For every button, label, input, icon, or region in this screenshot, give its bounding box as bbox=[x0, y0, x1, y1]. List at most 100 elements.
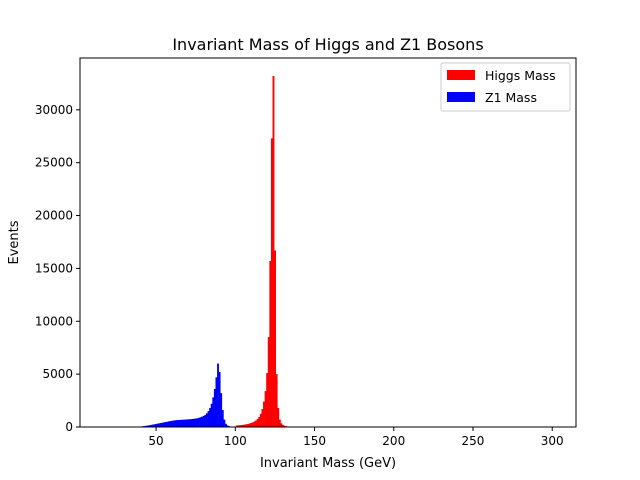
y-tick-label: 5000 bbox=[42, 367, 73, 381]
bar-z1-mass bbox=[217, 363, 219, 427]
bar-higgs-mass bbox=[242, 424, 245, 427]
bar-higgs-mass bbox=[274, 250, 277, 427]
bar-higgs-mass bbox=[278, 419, 281, 427]
x-tick-label: 200 bbox=[382, 434, 405, 448]
bar-z1-mass bbox=[209, 407, 212, 427]
y-tick-label: 20000 bbox=[35, 209, 73, 223]
bar-z1-mass bbox=[193, 418, 196, 427]
bar-z1-mass bbox=[164, 422, 167, 427]
bar-higgs-mass bbox=[236, 425, 238, 427]
bar-higgs-mass bbox=[277, 407, 280, 427]
legend-swatch-higgs bbox=[447, 70, 475, 80]
bar-z1-mass bbox=[177, 420, 180, 427]
bar-z1-mass bbox=[196, 418, 199, 427]
x-tick-label: 300 bbox=[541, 434, 564, 448]
bar-z1-mass bbox=[204, 414, 207, 427]
bar-z1-mass bbox=[167, 421, 170, 427]
bar-higgs-mass bbox=[266, 373, 269, 427]
bar-z1-mass bbox=[171, 420, 174, 427]
legend-swatch-z1 bbox=[447, 92, 475, 102]
y-tick-label: 30000 bbox=[35, 103, 73, 117]
bar-z1-mass bbox=[191, 418, 194, 427]
bar-z1-mass bbox=[153, 424, 156, 427]
bar-higgs-mass bbox=[240, 424, 243, 427]
axes-frame bbox=[79, 57, 577, 428]
bar-z1-mass bbox=[213, 388, 216, 427]
bar-higgs-mass bbox=[272, 75, 275, 427]
bar-higgs-mass bbox=[255, 420, 257, 427]
bar-higgs-mass bbox=[261, 409, 264, 427]
x-tick-label: 250 bbox=[462, 434, 485, 448]
x-tick-label: 50 bbox=[148, 434, 163, 448]
bar-z1-mass bbox=[212, 397, 215, 427]
bar-higgs-mass bbox=[259, 413, 262, 427]
chart-title: Invariant Mass of Higgs and Z1 Bosons bbox=[172, 35, 483, 54]
bar-z1-mass bbox=[188, 419, 191, 427]
bar-z1-mass bbox=[182, 419, 185, 427]
bar-z1-mass bbox=[144, 425, 147, 427]
bar-z1-mass bbox=[155, 423, 158, 427]
bar-higgs-mass bbox=[247, 423, 250, 427]
y-tick-label: 25000 bbox=[35, 156, 73, 170]
bar-z1-mass bbox=[223, 419, 226, 427]
bar-higgs-mass bbox=[237, 425, 240, 427]
bars-layer bbox=[136, 75, 292, 428]
bar-z1-mass bbox=[160, 422, 162, 427]
bar-higgs-mass bbox=[280, 423, 283, 427]
bar-higgs-mass bbox=[250, 422, 253, 427]
legend-label-z1: Z1 Mass bbox=[485, 90, 537, 105]
bar-z1-mass bbox=[163, 422, 166, 427]
bar-higgs-mass bbox=[248, 423, 251, 427]
x-axis-label: Invariant Mass (GeV) bbox=[260, 456, 396, 471]
bar-z1-mass bbox=[166, 421, 169, 427]
bar-higgs-mass bbox=[245, 424, 248, 427]
bar-z1-mass bbox=[194, 418, 197, 427]
bar-higgs-mass bbox=[269, 261, 272, 427]
bar-higgs-mass bbox=[283, 425, 286, 427]
bar-higgs-mass bbox=[275, 374, 278, 427]
bar-higgs-mass bbox=[253, 421, 256, 427]
bar-z1-mass bbox=[224, 423, 227, 427]
legend: Higgs Mass Z1 Mass bbox=[440, 62, 571, 112]
bar-z1-mass bbox=[199, 417, 202, 427]
bar-z1-mass bbox=[169, 421, 172, 427]
bar-z1-mass bbox=[148, 425, 151, 427]
y-tick-label: 15000 bbox=[35, 261, 73, 275]
bar-z1-mass bbox=[150, 424, 153, 427]
bar-z1-mass bbox=[220, 393, 223, 427]
x-tick-label: 100 bbox=[224, 434, 247, 448]
bar-z1-mass bbox=[202, 415, 205, 427]
bar-higgs-mass bbox=[256, 418, 259, 427]
bar-z1-mass bbox=[180, 419, 183, 427]
ticks-layer: 50 100 150 200 250 300 0 5000 10000 15000 20000 250… bbox=[35, 103, 564, 448]
bar-z1-mass bbox=[186, 419, 189, 427]
bar-z1-mass bbox=[207, 411, 210, 427]
bar-z1-mass bbox=[175, 420, 178, 427]
bar-higgs-mass bbox=[270, 138, 273, 428]
bar-higgs-mass bbox=[239, 425, 242, 427]
legend-label-higgs: Higgs Mass bbox=[485, 68, 556, 83]
bar-z1-mass bbox=[183, 419, 186, 427]
y-tick-label: 0 bbox=[65, 420, 73, 434]
bar-higgs-mass bbox=[251, 422, 254, 427]
bar-higgs-mass bbox=[264, 391, 267, 427]
bar-z1-mass bbox=[172, 420, 175, 427]
bar-z1-mass bbox=[179, 419, 181, 427]
y-axis-label: Events bbox=[7, 220, 22, 264]
bar-z1-mass bbox=[158, 423, 161, 427]
bar-z1-mass bbox=[215, 377, 218, 427]
bar-higgs-mass bbox=[282, 424, 284, 427]
bar-z1-mass bbox=[185, 419, 188, 427]
bar-z1-mass bbox=[190, 419, 193, 427]
bar-z1-mass bbox=[145, 425, 148, 427]
bar-z1-mass bbox=[156, 423, 159, 427]
bar-z1-mass bbox=[174, 420, 177, 427]
bar-z1-mass bbox=[152, 424, 154, 427]
bar-z1-mass bbox=[226, 425, 229, 427]
bar-z1-mass bbox=[218, 372, 221, 427]
bar-z1-mass bbox=[210, 403, 213, 427]
bar-z1-mass bbox=[201, 416, 204, 427]
bar-higgs-mass bbox=[263, 401, 265, 427]
bar-higgs-mass bbox=[267, 337, 270, 427]
